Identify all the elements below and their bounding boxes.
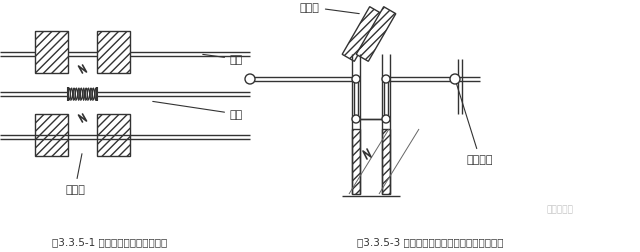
Bar bbox=[97, 115, 130, 156]
Circle shape bbox=[245, 75, 255, 85]
Bar bbox=[97, 32, 130, 74]
Circle shape bbox=[382, 76, 390, 84]
Circle shape bbox=[450, 75, 460, 85]
Text: 图3.3.5-3 在穿墙处做成方形补偿器，水平安装: 图3.3.5-3 在穿墙处做成方形补偿器，水平安装 bbox=[356, 236, 503, 246]
Text: 易筑给排水: 易筑给排水 bbox=[547, 205, 573, 214]
Bar bbox=[382, 130, 390, 194]
Circle shape bbox=[352, 115, 360, 123]
Bar bbox=[35, 32, 68, 74]
Text: 管道: 管道 bbox=[203, 55, 243, 65]
Bar bbox=[97, 115, 130, 156]
Bar bbox=[352, 130, 360, 194]
Bar bbox=[35, 115, 68, 156]
Text: 沉降缝: 沉降缝 bbox=[300, 3, 359, 15]
Text: 软管: 软管 bbox=[153, 102, 243, 119]
Bar bbox=[35, 32, 68, 74]
Bar bbox=[97, 32, 130, 74]
Circle shape bbox=[382, 115, 390, 123]
Polygon shape bbox=[356, 8, 396, 62]
Polygon shape bbox=[342, 8, 382, 62]
Text: 螺纹弯头: 螺纹弯头 bbox=[456, 82, 493, 164]
Circle shape bbox=[352, 76, 360, 84]
Bar bbox=[382, 130, 390, 194]
Text: 图3.3.5-1 在墙体两侧采用柔性连接: 图3.3.5-1 在墙体两侧采用柔性连接 bbox=[52, 236, 168, 246]
Bar bbox=[352, 130, 360, 194]
Bar bbox=[35, 115, 68, 156]
Text: 沉降缝: 沉降缝 bbox=[65, 154, 85, 194]
